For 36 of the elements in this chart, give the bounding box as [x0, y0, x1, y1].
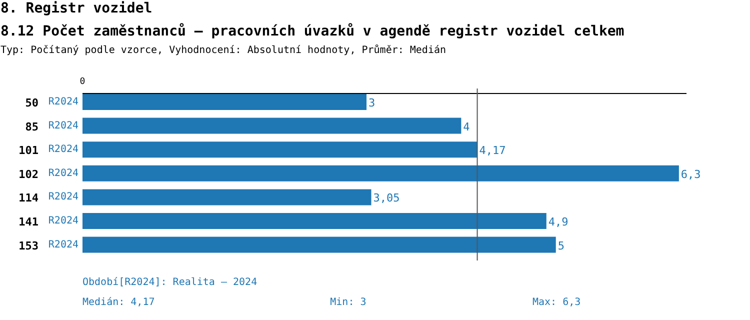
- y-tick-label: 114: [18, 192, 39, 205]
- data-label: 3: [368, 96, 376, 110]
- text: R2024: [48, 168, 79, 179]
- data-label: 6,3: [680, 168, 701, 181]
- text: 0: [80, 77, 86, 87]
- text: R2024: [48, 192, 79, 203]
- series-label: R2024: [48, 96, 79, 108]
- text: R2024: [48, 120, 79, 132]
- y-tick-label: 101: [18, 144, 39, 158]
- bar: [82, 165, 679, 182]
- chart-subtitle: 8.12 Počet zaměstnanců – pracovních úvazků v agendě registr vozidel celkem: [0, 22, 624, 40]
- y-tick-label: 85: [25, 120, 39, 134]
- bar: [82, 94, 367, 110]
- bar: [82, 189, 372, 206]
- bar: [82, 118, 462, 134]
- text: Typ: Počítaný podle vzorce, Vyhodnocení: Absolutní hodnoty, Průměr: Medián: [0, 44, 446, 56]
- y-tick-label: 153: [18, 239, 39, 252]
- chart-title: 8. Registr vozidel: [0, 0, 152, 16]
- y-tick-label: 50: [25, 96, 39, 110]
- y-tick-label: 141: [18, 216, 39, 228]
- data-label: 4,9: [548, 216, 568, 228]
- text: Max: 6,3: [532, 297, 581, 308]
- data-label: 4: [463, 120, 470, 134]
- text: R2024: [48, 144, 79, 156]
- data-label: 5: [558, 239, 564, 252]
- bar: [82, 236, 556, 253]
- text: Min: 3: [330, 297, 366, 308]
- text: Období[R2024]: Realita – 2024: [82, 277, 258, 288]
- bar: [82, 142, 478, 158]
- data-label: 3,05: [373, 192, 400, 205]
- text: R2024: [48, 216, 79, 226]
- text: R2024: [48, 239, 79, 250]
- bar: [82, 213, 546, 229]
- data-label: 4,17: [479, 144, 506, 158]
- text: Medián: 4,17: [82, 297, 155, 308]
- y-tick-label: 102: [18, 168, 39, 181]
